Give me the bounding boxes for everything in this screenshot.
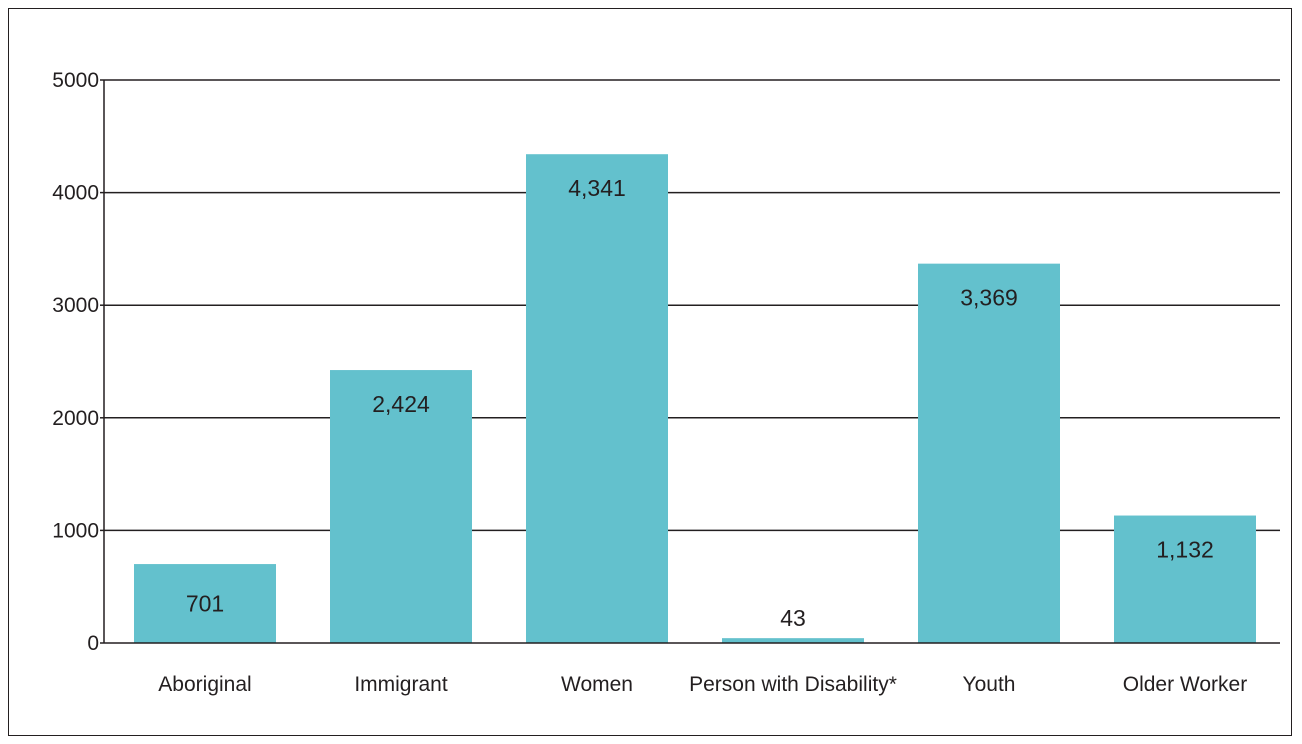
- gridlines: [104, 79, 1280, 532]
- y-tick-label-2000: 2000: [52, 407, 99, 430]
- bar-5: [1114, 515, 1256, 643]
- bar-1: [330, 370, 472, 643]
- bar-4: [918, 263, 1060, 643]
- x-tick-label-3: Person with Disability*: [689, 673, 897, 696]
- y-tick-label-1000: 1000: [52, 519, 99, 542]
- labels: 0 1000 2000 3000 4000 5000 701 Aboriginal 2,424 I…: [52, 69, 1247, 696]
- bars: [134, 154, 1256, 643]
- bar-3: [722, 638, 864, 643]
- x-tick-label-2: Women: [561, 673, 633, 696]
- x-tick-label-4: Youth: [963, 673, 1016, 696]
- data-label-0: 701: [186, 591, 224, 617]
- y-tick-label-4000: 4000: [52, 182, 99, 205]
- data-label-3: 43: [780, 605, 806, 631]
- data-label-1: 2,424: [372, 391, 430, 417]
- x-tick-label-0: Aboriginal: [158, 673, 251, 696]
- bar-0: [134, 564, 276, 643]
- data-label-2: 4,341: [568, 175, 626, 201]
- y-tick-label-3000: 3000: [52, 294, 99, 317]
- x-tick-label-5: Older Worker: [1123, 673, 1247, 696]
- x-tick-label-1: Immigrant: [354, 673, 448, 696]
- axes: [100, 79, 1280, 644]
- data-label-5: 1,132: [1156, 537, 1214, 563]
- y-tick-label-0: 0: [87, 632, 99, 655]
- y-tick-label-5000: 5000: [52, 69, 99, 92]
- data-label-4: 3,369: [960, 285, 1018, 311]
- bar-2: [526, 154, 668, 643]
